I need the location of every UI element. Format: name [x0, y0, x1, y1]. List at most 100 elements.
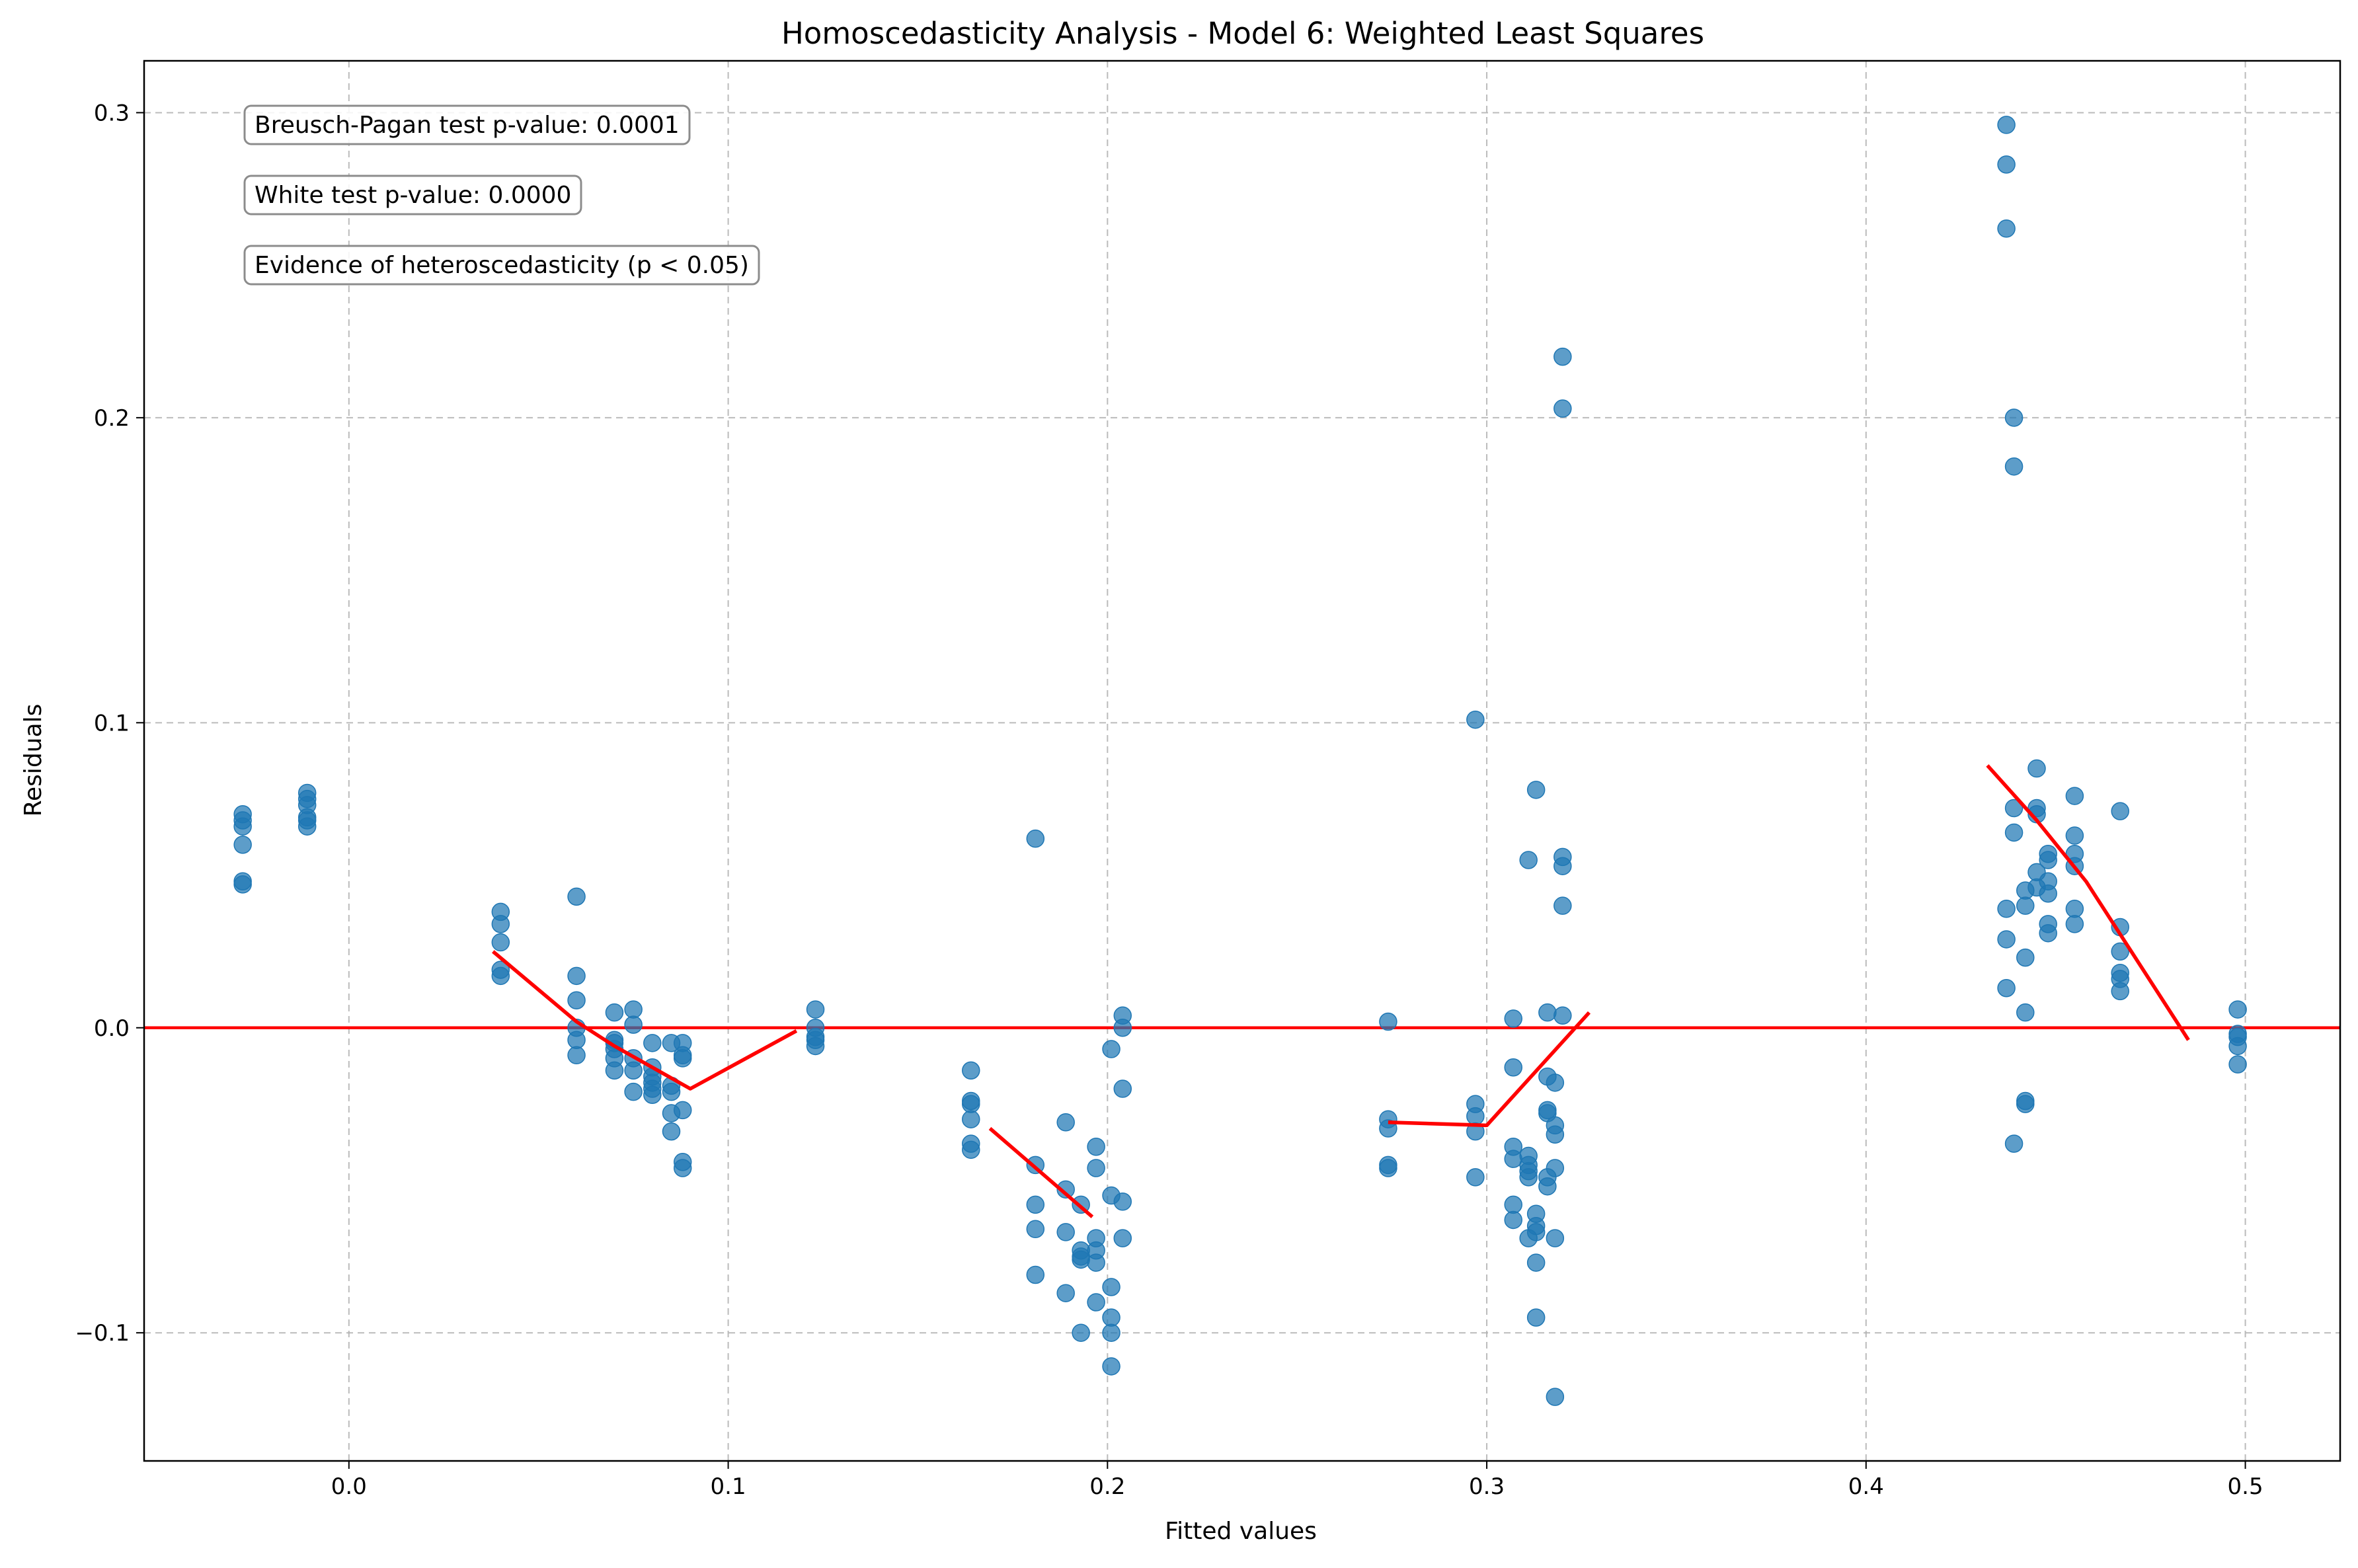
data-point — [643, 1034, 662, 1052]
data-point — [2228, 1000, 2247, 1019]
data-point — [1538, 1003, 1557, 1022]
data-point — [1056, 1180, 1075, 1199]
data-point — [673, 1159, 692, 1177]
data-point — [1102, 1357, 1120, 1376]
data-point — [2004, 823, 2024, 842]
data-point — [1504, 1210, 1522, 1230]
data-point — [1056, 1113, 1075, 1132]
data-point — [962, 1140, 980, 1159]
data-point — [1379, 1012, 1397, 1031]
data-point — [2004, 1134, 2024, 1153]
data-point — [1997, 900, 2016, 918]
data-point — [1997, 930, 2016, 949]
data-point — [2016, 1095, 2035, 1113]
data-point — [662, 1122, 681, 1141]
data-point — [1087, 1253, 1105, 1272]
axes-frame-layer — [143, 59, 2341, 1462]
data-point — [1087, 1293, 1105, 1312]
data-point — [1466, 1122, 1485, 1141]
annotation-layer: Breusch-Pagan test p-value: 0.0001 White … — [243, 104, 760, 286]
data-point — [1553, 399, 1572, 418]
data-point — [605, 1061, 624, 1080]
data-point — [1072, 1323, 1090, 1342]
data-point — [2016, 896, 2035, 915]
data-point — [1519, 1168, 1538, 1187]
data-point — [1504, 1150, 1522, 1168]
data-point — [2016, 1003, 2035, 1022]
y-tick-label: 0.3 — [94, 100, 130, 126]
data-point — [806, 1000, 825, 1019]
data-point — [962, 1095, 980, 1113]
x-tick-label: 0.5 — [2228, 1473, 2263, 1500]
data-point — [2039, 884, 2057, 903]
data-point — [1553, 347, 1572, 366]
data-point — [1379, 1159, 1397, 1177]
data-point — [567, 1046, 586, 1065]
annotation-box-frame — [243, 245, 760, 286]
data-point — [2016, 948, 2035, 967]
data-point — [233, 875, 252, 894]
x-tick-label: 0.4 — [1848, 1473, 1884, 1500]
data-point — [1087, 1159, 1105, 1177]
y-tick-label: 0.2 — [94, 405, 130, 432]
data-point — [1504, 1009, 1522, 1028]
data-point — [1026, 829, 1045, 848]
data-point — [1526, 781, 1546, 799]
data-point — [643, 1085, 662, 1105]
data-point — [962, 1061, 980, 1080]
data-point — [1026, 1265, 1045, 1284]
data-point — [962, 1110, 980, 1128]
trend-line — [1986, 764, 2190, 1041]
annotation-box-frame — [243, 104, 691, 145]
data-point — [567, 887, 586, 906]
data-point — [2065, 900, 2084, 918]
data-point — [1087, 1137, 1105, 1156]
data-point — [2111, 802, 2129, 820]
annotation-text: Evidence of heteroscedasticity (p < 0.05… — [255, 252, 749, 279]
data-point — [567, 966, 586, 986]
data-point — [567, 991, 586, 1009]
data-point — [662, 1082, 681, 1101]
data-point — [1102, 1278, 1120, 1296]
data-point — [1026, 1195, 1045, 1214]
data-point — [233, 817, 252, 836]
data-point — [1466, 710, 1485, 729]
chart-title: Homoscedasticity Analysis - Model 6: Wei… — [781, 16, 1704, 51]
x-tick-label: 0.1 — [711, 1473, 746, 1500]
x-axis-label: Fitted values — [1165, 1518, 1317, 1545]
annotation-text: White test p-value: 0.0000 — [255, 182, 571, 209]
data-point — [1546, 1159, 1565, 1177]
y-axis-label: Residuals — [20, 704, 47, 817]
data-point — [491, 915, 510, 933]
data-point — [673, 1049, 692, 1068]
points-layer — [233, 116, 2247, 1406]
data-point — [1553, 1006, 1572, 1025]
data-point — [1113, 1229, 1132, 1247]
data-point — [1056, 1284, 1075, 1302]
data-point — [624, 1082, 643, 1101]
data-point — [1026, 1220, 1045, 1239]
data-point — [1056, 1223, 1075, 1241]
data-point — [1553, 896, 1572, 915]
axes-frame — [143, 59, 2341, 1462]
y-tick-label: 0.0 — [94, 1015, 130, 1042]
data-point — [1519, 851, 1538, 869]
data-point — [624, 1061, 643, 1080]
data-point — [1504, 1195, 1522, 1214]
data-point — [2027, 759, 2046, 778]
trend-line — [492, 950, 798, 1091]
trend-line — [1388, 1011, 1591, 1128]
data-point — [233, 836, 252, 854]
data-point — [1102, 1308, 1120, 1327]
data-point — [1113, 1019, 1132, 1037]
data-point — [624, 1000, 643, 1019]
data-point — [2111, 982, 2129, 1001]
data-point — [1546, 1388, 1565, 1406]
data-point — [2065, 915, 2084, 933]
x-tick-label: 0.2 — [1089, 1473, 1125, 1500]
data-point — [1113, 1193, 1132, 1211]
data-point — [673, 1101, 692, 1120]
data-point — [1102, 1040, 1120, 1058]
